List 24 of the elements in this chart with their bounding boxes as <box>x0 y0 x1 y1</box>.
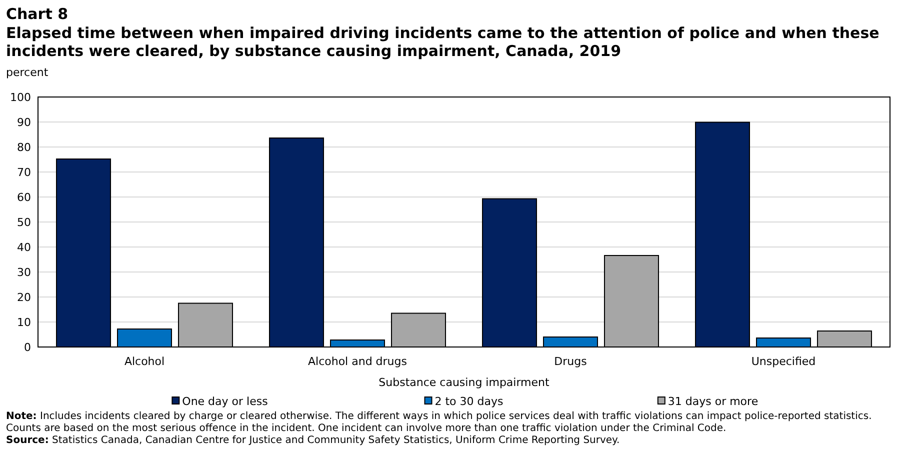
x-tick-label: Alcohol <box>124 355 165 368</box>
legend-label: 31 days or more <box>668 395 758 408</box>
chart-subtitle: Elapsed time between when impaired driving incidents came to the attention of police and when these incidents were cleared, by substance causing impairment, Canada, 2019 <box>6 24 880 60</box>
legend-label: 2 to 30 days <box>434 395 504 408</box>
y-tick-label: 10 <box>17 316 31 329</box>
x-tick-label: Unspecified <box>751 355 816 368</box>
y-tick-label: 90 <box>17 116 31 129</box>
chart-title: Chart 8 <box>6 5 68 23</box>
x-tick-label: Alcohol and drugs <box>308 355 408 368</box>
y-tick-label: 70 <box>17 166 31 179</box>
text: Note: Includes incidents cleared by charge or cleared otherwise. The different ways in which police services deal with traffic violations can impact police-reported statistics. Counts are based on the most serious offence in the incident. One incident can involve more than one traffic violation under the Criminal Code. <box>6 411 872 434</box>
y-axis-title: percent <box>6 66 49 79</box>
y-tick-label: 40 <box>17 240 31 254</box>
y-tick-label: 80 <box>17 140 31 154</box>
y-tick-label: 50 <box>17 216 31 229</box>
y-tick-label: 30 <box>17 266 31 279</box>
x-tick-label: Drugs <box>554 355 588 368</box>
y-tick-label: 20 <box>17 290 31 304</box>
legend-label: One day or less <box>182 395 268 408</box>
y-tick-label: 0 <box>24 340 31 354</box>
y-tick-label: 100 <box>10 90 31 104</box>
source-note: Source: Statistics Canada, Canadian Centre for Justice and Community Safety Statistics, Uniform Crime Reporting Survey. <box>6 435 620 446</box>
x-axis-title: Substance causing impairment <box>378 376 550 389</box>
y-tick-label: 60 <box>17 190 31 204</box>
